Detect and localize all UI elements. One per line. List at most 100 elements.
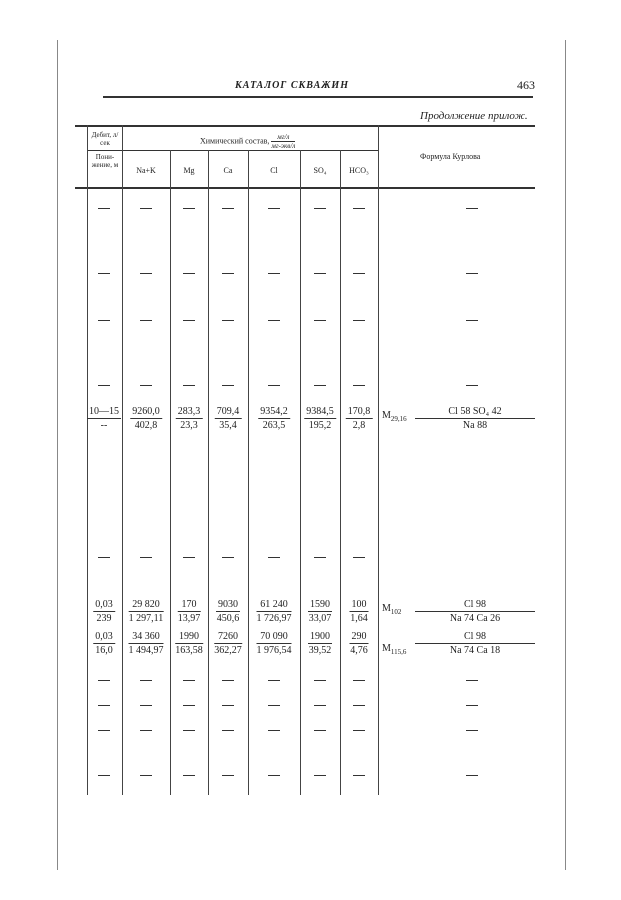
formula-anions: Cl 98 — [415, 630, 535, 644]
value-mg-l: 9354,2 — [258, 406, 290, 419]
value-fraction: 0,03 239 — [93, 598, 115, 625]
formula-cations: Na 74 Ca 26 — [449, 613, 501, 624]
value-mg-eq: 163,58 — [175, 645, 203, 656]
value-mg-eq: 195,2 — [308, 420, 332, 431]
empty-dash — [183, 680, 195, 681]
empty-dash — [353, 680, 365, 681]
debit-divider — [87, 150, 122, 151]
value-mg-eq: 2,8 — [352, 420, 366, 431]
empty-dash — [314, 385, 326, 386]
empty-dash — [353, 320, 365, 321]
value-mg-l: 283,3 — [175, 406, 203, 419]
header-drawdown: Пони- жение, м — [91, 153, 119, 169]
empty-dash — [183, 385, 195, 386]
value-mg-l: 9384,5 — [304, 406, 336, 419]
empty-dash — [353, 705, 365, 706]
value-mg-l: 1990 — [175, 630, 203, 644]
empty-dash — [222, 385, 234, 386]
empty-dash — [466, 680, 478, 681]
empty-dash — [268, 320, 280, 321]
value-mg-l: 7260 — [214, 630, 242, 644]
value-fraction: 709,4 35,4 — [214, 405, 242, 432]
kurlov-formula: Cl 98 Na 74 Ca 18 — [415, 630, 535, 657]
value-fraction: 170 13,97 — [177, 598, 201, 625]
empty-dash — [140, 273, 152, 274]
empty-dash — [314, 680, 326, 681]
mineralization: M102 — [382, 603, 401, 616]
value-mg-l: 0,03 — [93, 631, 115, 644]
empty-dash — [222, 320, 234, 321]
formula-cations: Na 88 — [462, 420, 488, 431]
value-mg-l: 29 820 — [128, 598, 164, 612]
col-line — [248, 150, 249, 795]
empty-dash — [314, 320, 326, 321]
empty-dash — [98, 680, 110, 681]
empty-dash — [466, 775, 478, 776]
value-mg-eq: 39,52 — [308, 645, 332, 656]
kurlov-formula: Cl 58 SO₄ 42 Na 88 — [415, 405, 535, 432]
value-fraction: 10—15 -- — [87, 405, 121, 432]
empty-dash — [314, 775, 326, 776]
col-line — [378, 125, 379, 795]
value-mg-eq: -- — [100, 420, 108, 431]
header-ion: Cl — [270, 166, 278, 175]
value-fraction: 9384,5 195,2 — [304, 405, 336, 432]
empty-dash — [268, 273, 280, 274]
empty-dash — [268, 705, 280, 706]
page-number: 463 — [517, 78, 535, 92]
header-ion: Na+K — [136, 166, 156, 175]
empty-dash — [466, 385, 478, 386]
empty-dash — [222, 273, 234, 274]
value-mg-eq: 362,27 — [214, 645, 242, 656]
empty-dash — [222, 208, 234, 209]
value-mg-eq: 450,6 — [216, 613, 240, 624]
empty-dash — [140, 705, 152, 706]
value-mg-eq: 4,76 — [350, 645, 368, 656]
empty-dash — [268, 208, 280, 209]
value-mg-l: 1900 — [308, 631, 332, 644]
empty-dash — [222, 775, 234, 776]
empty-dash — [98, 730, 110, 731]
value-mg-eq: 1 494,97 — [128, 645, 164, 656]
value-mg-l: 9260,0 — [130, 406, 162, 419]
header-rule — [103, 96, 533, 98]
value-fraction: 29 820 1 297,11 — [128, 598, 164, 625]
empty-dash — [140, 385, 152, 386]
formula-anions: Cl 98 — [415, 598, 535, 612]
value-fraction: 7260 362,27 — [214, 630, 242, 657]
empty-dash — [466, 705, 478, 706]
empty-dash — [466, 208, 478, 209]
value-mg-eq: 1 297,11 — [128, 613, 164, 624]
empty-dash — [466, 730, 478, 731]
value-mg-eq: 33,07 — [308, 613, 332, 624]
value-mg-eq: 35,4 — [219, 420, 237, 431]
empty-dash — [268, 730, 280, 731]
running-title: КАТАЛОГ СКВАЖИН — [235, 80, 349, 91]
header-formula: Формула Курлова — [420, 152, 481, 161]
empty-dash — [353, 273, 365, 274]
empty-dash — [98, 557, 110, 558]
continuation-note: Продолжение прилож. — [420, 110, 528, 122]
header-ion: SO₄ — [313, 166, 327, 175]
empty-dash — [268, 385, 280, 386]
col-line — [300, 150, 301, 795]
empty-dash — [98, 385, 110, 386]
empty-dash — [183, 775, 195, 776]
empty-dash — [98, 273, 110, 274]
value-fraction: 34 360 1 494,97 — [128, 630, 164, 657]
value-mg-eq: 402,8 — [134, 420, 158, 431]
empty-dash — [140, 557, 152, 558]
value-fraction: 1900 39,52 — [308, 630, 332, 657]
m-label: M — [382, 410, 391, 421]
empty-dash — [140, 775, 152, 776]
empty-dash — [314, 730, 326, 731]
empty-dash — [222, 730, 234, 731]
m-value: 29,16 — [390, 415, 407, 423]
value-mg-eq: 239 — [96, 613, 112, 624]
page-edge-right — [565, 40, 566, 870]
value-mg-l: 61 240 — [256, 598, 292, 612]
value-mg-l: 9030 — [216, 599, 240, 612]
empty-dash — [183, 557, 195, 558]
m-label: M — [382, 643, 391, 654]
